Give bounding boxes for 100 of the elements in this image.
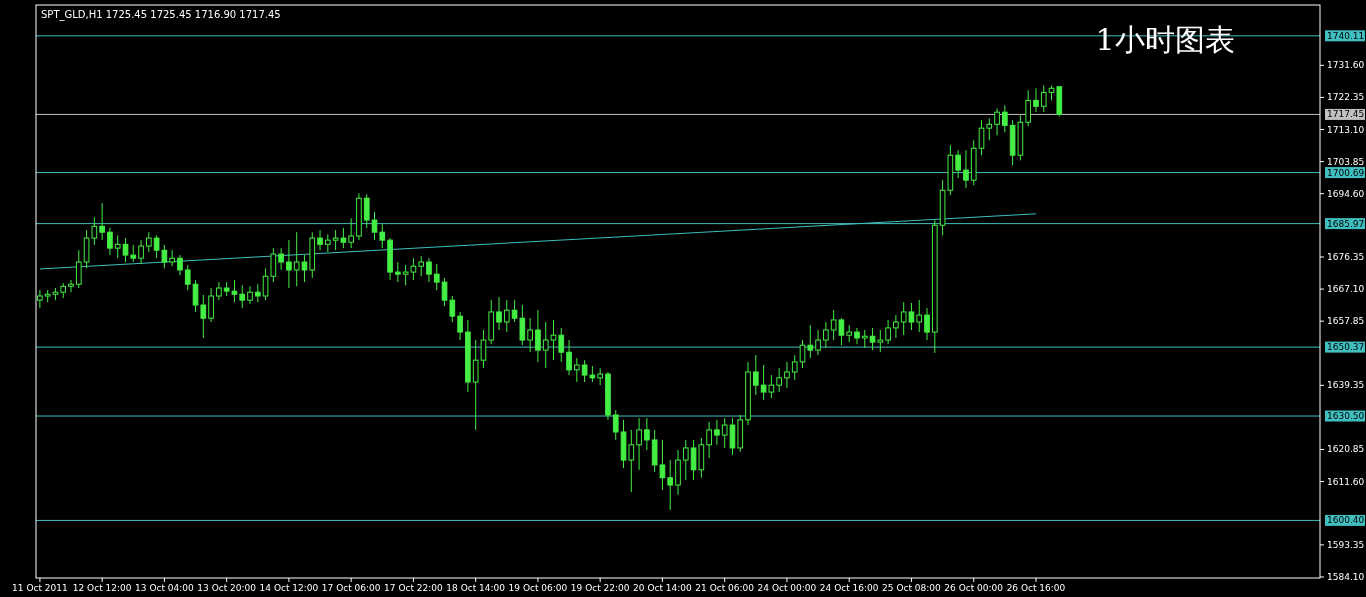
y-tick-label: 1593.35 <box>1327 539 1365 550</box>
ref-line-label: 1717.45 <box>1327 109 1365 120</box>
x-tick-label: 24 Oct 00:00 <box>757 583 817 593</box>
x-tick-label: 19 Oct 22:00 <box>570 583 630 593</box>
candlestick <box>348 217 354 249</box>
candlestick <box>107 227 113 256</box>
candlestick <box>558 327 565 363</box>
y-tick-label: 1620.85 <box>1327 444 1365 455</box>
ref-line-label: 1700.69 <box>1327 167 1365 178</box>
candlestick <box>216 281 222 301</box>
candlestick <box>379 223 386 249</box>
y-tick-label: 1731.60 <box>1327 60 1365 71</box>
candlestick <box>122 237 129 263</box>
y-tick-label: 1611.60 <box>1327 476 1365 487</box>
x-tick-label: 21 Oct 06:00 <box>695 583 755 593</box>
candlestick <box>239 284 246 309</box>
candlestick <box>776 367 782 393</box>
candlestick <box>184 264 191 291</box>
y-tick-label: 1676.35 <box>1327 251 1365 262</box>
candlestick <box>885 319 891 345</box>
candlestick <box>535 309 541 363</box>
candlestick <box>752 354 759 396</box>
candlestick <box>714 419 720 446</box>
x-tick-label: 26 Oct 16:00 <box>1006 583 1066 593</box>
y-tick-label: 1667.10 <box>1327 284 1365 295</box>
candlestick <box>612 409 619 441</box>
candlestick <box>823 321 829 349</box>
candlestick <box>799 339 806 369</box>
candlestick <box>433 263 440 291</box>
candlestick <box>574 357 580 383</box>
ref-line-label: 1630.50 <box>1327 411 1365 422</box>
candlestick <box>247 285 253 305</box>
x-tick-label: 11 Oct 2011 <box>12 583 68 593</box>
candlestick <box>254 283 261 303</box>
candlestick <box>496 296 502 331</box>
x-tick-label: 13 Oct 20:00 <box>197 583 257 593</box>
annotation: 1小时图表 <box>1095 22 1235 57</box>
candlestick <box>861 329 868 349</box>
ref-line-label: 1650.37 <box>1327 342 1365 353</box>
x-tick-label: 19 Oct 06:00 <box>508 583 568 593</box>
x-tick-label: 14 Oct 12:00 <box>259 583 319 593</box>
candlestick <box>317 229 323 251</box>
candlestick <box>550 319 557 361</box>
candlestick <box>706 421 712 459</box>
candlestick <box>1002 104 1008 133</box>
y-tick-label: 1713.10 <box>1327 124 1365 135</box>
x-tick-label: 13 Oct 04:00 <box>135 583 195 593</box>
candlestick <box>426 257 432 283</box>
candlestick <box>644 417 650 451</box>
candlestick <box>893 314 899 339</box>
ref-line-label: 1685.97 <box>1327 218 1365 229</box>
y-tick-label: 1722.35 <box>1327 92 1365 103</box>
x-tick-label: 24 Oct 16:00 <box>819 583 879 593</box>
candlestick <box>566 339 572 376</box>
y-tick-label: 1657.85 <box>1327 316 1365 327</box>
candlestick <box>978 119 985 156</box>
candlestick <box>667 459 674 511</box>
candlestick <box>278 247 284 271</box>
candlestick <box>955 149 961 179</box>
candlestick <box>503 299 510 333</box>
y-tick-label: 1584.10 <box>1327 571 1365 582</box>
x-tick-label: 26 Oct 00:00 <box>944 583 1004 593</box>
candlestick <box>363 193 370 229</box>
candlestick <box>963 149 969 189</box>
x-tick-label: 12 Oct 12:00 <box>72 583 132 593</box>
candlestick <box>1025 89 1032 127</box>
candlestick <box>114 234 121 259</box>
candlestick <box>75 249 82 289</box>
candlestick <box>854 327 860 345</box>
candlestick <box>527 317 533 353</box>
x-tick-label: 17 Oct 22:00 <box>384 583 444 593</box>
candlestick <box>208 287 214 323</box>
candlestick <box>994 107 1000 136</box>
candlestick <box>815 329 821 356</box>
candlestick <box>636 417 642 471</box>
candlestick <box>371 211 378 241</box>
candlestick <box>791 354 798 381</box>
candlestick <box>286 239 292 289</box>
candlestick <box>682 439 689 481</box>
candlestick <box>986 117 993 141</box>
candlestick <box>395 261 401 283</box>
ref-line-label: 1740.11 <box>1327 30 1365 41</box>
candlestick <box>99 202 105 241</box>
candlestick <box>807 324 814 359</box>
candlestick <box>68 279 74 293</box>
x-tick-label: 25 Oct 08:00 <box>882 583 942 593</box>
candlestick <box>1033 87 1039 113</box>
y-tick-label: 1639.35 <box>1327 380 1365 391</box>
chart-title: SPT_GLD,H1 1725.45 1725.45 1716.90 1717.45 <box>41 9 281 21</box>
candlestick <box>924 307 930 341</box>
candlestick <box>138 239 144 265</box>
candlestick <box>177 254 183 276</box>
x-tick-label: 17 Oct 06:00 <box>321 583 381 593</box>
candlestick <box>916 299 923 333</box>
x-tick-label: 18 Oct 14:00 <box>446 583 506 593</box>
candlestick <box>37 289 43 309</box>
candlestick <box>457 311 463 341</box>
candlestick <box>542 321 549 369</box>
candlestick <box>418 255 425 277</box>
candlestick <box>146 231 152 253</box>
